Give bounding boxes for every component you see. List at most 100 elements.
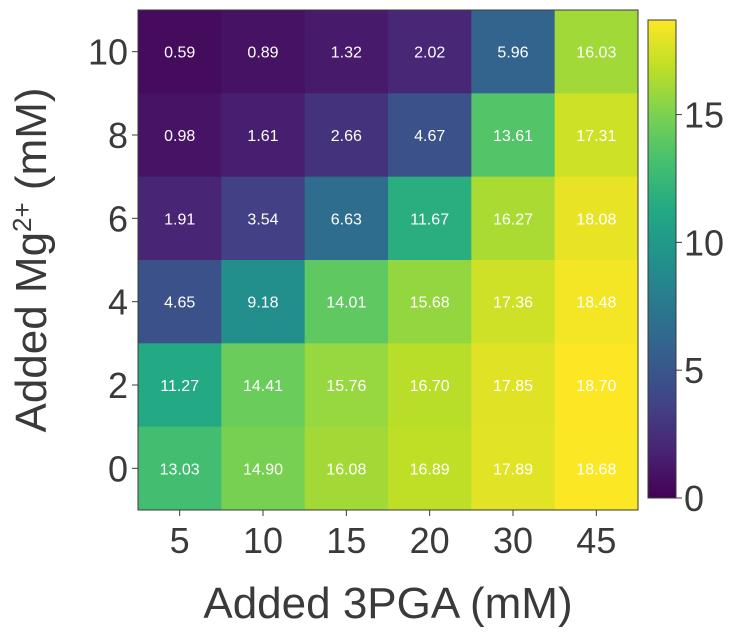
cell-value-label: 14.01: [326, 295, 366, 312]
heatmap-cell: [554, 93, 639, 178]
cell-value-label: 5.96: [497, 45, 528, 62]
cell-value-label: 13.61: [493, 128, 533, 145]
heatmap-cell: [471, 93, 556, 178]
cell-value-label: 0.89: [247, 45, 278, 62]
cell-value-label: 0.59: [164, 45, 195, 62]
cell-value-label: 6.63: [331, 211, 362, 228]
cell-value-label: 16.89: [410, 461, 450, 478]
colorbar-tick-label: 10: [684, 222, 724, 263]
cell-value-label: 18.48: [576, 295, 616, 312]
y-axis-label-suffix: (mM): [7, 87, 56, 202]
heatmap-cell: [304, 93, 389, 178]
heatmap-cell: [304, 343, 389, 428]
cell-value-label: 18.70: [576, 378, 616, 395]
cell-value-label: 16.03: [576, 45, 616, 62]
y-tick-label: 2: [108, 365, 128, 406]
heatmap-cell: [221, 176, 306, 261]
heatmap-cell: [221, 10, 306, 94]
cell-value-label: 14.41: [243, 378, 283, 395]
heatmap-cell: [388, 93, 472, 178]
heatmap-cell: [221, 93, 306, 178]
heatmap-cell: [471, 426, 556, 511]
cell-value-label: 4.67: [414, 128, 445, 145]
cell-value-label: 15.68: [410, 295, 450, 312]
y-tick-label: 4: [108, 282, 128, 323]
cell-value-label: 13.03: [160, 461, 200, 478]
x-tick-label: 15: [326, 520, 366, 561]
cell-value-label: 1.61: [247, 128, 278, 145]
cell-value-label: 14.90: [243, 461, 283, 478]
heatmap-cell: [138, 426, 222, 511]
cell-value-label: 17.89: [493, 461, 533, 478]
heatmap-cell: [388, 426, 472, 511]
y-tick-label: 6: [108, 198, 128, 239]
cell-value-label: 11.27: [160, 378, 199, 395]
cell-value-label: 16.70: [410, 378, 450, 395]
y-axis-ticks: 10 8 6 4 2 0: [88, 32, 138, 489]
colorbar: [647, 19, 677, 499]
x-tick-label: 45: [576, 520, 616, 561]
heatmap-cell: [554, 426, 639, 511]
heatmap-cell: [554, 176, 639, 261]
x-tick-label: 30: [493, 520, 533, 561]
cell-value-label: 9.18: [247, 295, 278, 312]
cell-value-label: 2.02: [414, 45, 445, 62]
heatmap-cell: [304, 260, 389, 344]
x-axis-label: Added 3PGA (mM): [203, 579, 572, 628]
heatmap-cell: [138, 260, 222, 344]
heatmap-cell: [388, 343, 472, 428]
heatmap-cell: [471, 260, 556, 344]
x-tick-label: 5: [170, 520, 190, 561]
heatmap-cell: [221, 343, 306, 428]
heatmap-cell: [304, 426, 389, 511]
x-tick-label: 20: [410, 520, 450, 561]
y-tick-label: 0: [108, 448, 128, 489]
heatmap-cell: [304, 176, 389, 261]
cell-value-label: 18.68: [576, 461, 616, 478]
heatmap-cell: [304, 10, 389, 94]
y-tick-label: 10: [88, 32, 128, 73]
cell-value-label: 15.76: [326, 378, 366, 395]
cell-value-label: 0.98: [164, 128, 195, 145]
heatmap-cell: [138, 176, 222, 261]
heatmap-cell: [221, 260, 306, 344]
heatmap-cell: [221, 426, 306, 511]
y-tick-label: 8: [108, 115, 128, 156]
heatmap-cell: [138, 10, 222, 94]
heatmap-cell: [471, 10, 556, 94]
x-tick-label: 10: [243, 520, 283, 561]
cell-value-label: 3.54: [247, 211, 278, 228]
cell-value-label: 2.66: [331, 128, 362, 145]
colorbar-tick-label: 0: [684, 478, 704, 519]
y-axis-label-superscript: 2+: [7, 202, 37, 232]
colorbar-tick-label: 15: [684, 95, 724, 136]
cell-value-label: 17.36: [493, 295, 533, 312]
colorbar-tick-label: 5: [684, 350, 704, 391]
heatmap-cell: [554, 10, 639, 94]
plot-frame: [137, 9, 639, 511]
heatmap-cell: [471, 343, 556, 428]
cell-value-label: 16.27: [493, 211, 533, 228]
heatmap-value-labels: 0.59 0.89 1.32 2.02 5.96 16.03 0.98 1.61 2.66 4.6…: [160, 45, 617, 479]
heatmap-cell: [388, 260, 472, 344]
heatmap-cell: [388, 10, 472, 94]
heatmap-cell: [388, 176, 472, 261]
cell-value-label: 11.67: [410, 211, 449, 228]
cell-value-label: 17.31: [576, 128, 616, 145]
heatmap-cell: [554, 260, 639, 344]
cell-value-label: 1.91: [164, 211, 195, 228]
cell-value-label: 16.08: [326, 461, 366, 478]
cell-value-label: 17.85: [493, 378, 533, 395]
heatmap-cell: [554, 343, 639, 428]
heatmap-cell: [138, 93, 222, 178]
colorbar-ticks: 0 5 10 15: [676, 95, 724, 519]
heatmap-cell: [138, 343, 222, 428]
x-axis-ticks: 5 10 15 20 30 45: [170, 510, 616, 561]
y-axis-label-prefix: Added Mg: [7, 232, 56, 433]
heatmap-cell: [471, 176, 556, 261]
cell-value-label: 4.65: [164, 295, 195, 312]
y-axis-label: Added Mg2+ (mM): [7, 87, 56, 432]
cell-value-label: 1.32: [331, 45, 362, 62]
heatmap-cells: [138, 10, 639, 511]
